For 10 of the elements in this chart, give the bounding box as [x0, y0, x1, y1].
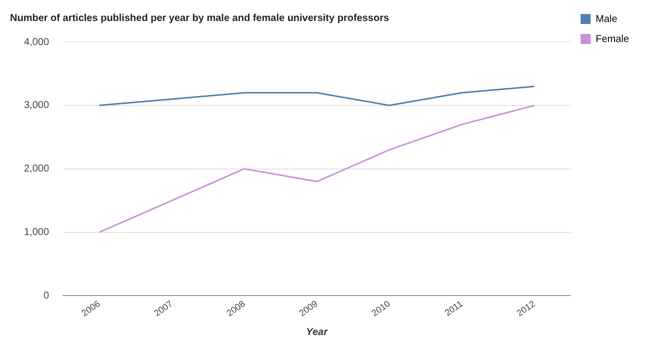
legend-label: Female	[596, 34, 630, 45]
y-tick-label: 0	[43, 290, 50, 302]
legend-label: Male	[596, 14, 618, 25]
x-axis-title: Year	[306, 326, 329, 338]
y-tick-label: 3,000	[24, 100, 50, 112]
y-tick-label: 2,000	[24, 164, 50, 175]
y-tick-label: 1,000	[24, 227, 50, 238]
x-tick-label: 2011	[442, 298, 464, 318]
chart-title: Number of articles published per year by male and female university professors	[10, 12, 390, 24]
y-tick-label: 4,000	[24, 36, 50, 48]
